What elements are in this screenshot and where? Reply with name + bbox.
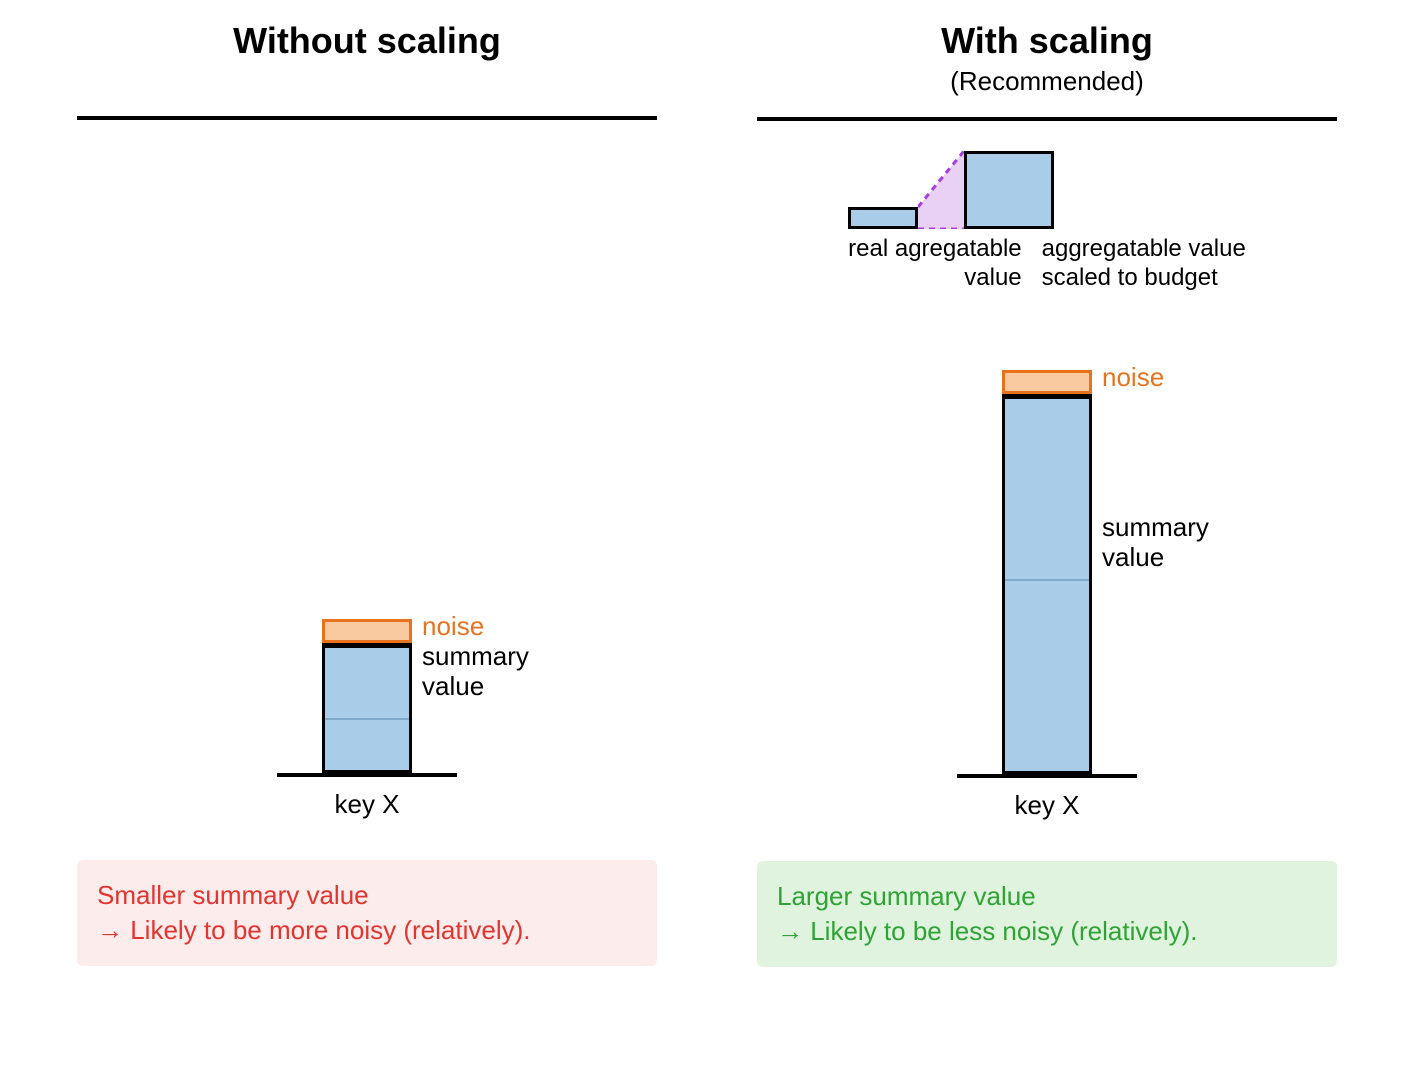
summary-divider-left — [325, 718, 409, 720]
legend-big-box — [964, 151, 1054, 229]
legend-label-right-line1: aggregatable value — [1042, 235, 1246, 262]
callout-left-line1: Smaller summary value — [97, 880, 369, 910]
legend-label-left-line1: real agregatable — [848, 235, 1021, 262]
side-labels-left: noise summary value — [422, 611, 529, 702]
legend-label-right: aggregatable value scaled to budget — [1042, 235, 1246, 293]
legend-trapezoid — [918, 151, 964, 229]
panel-without-scaling: Without scaling noise summary value — [77, 20, 657, 967]
legend-inner: real agregatable value aggregatable valu… — [848, 151, 1246, 293]
callout-right-line1: Larger summary value — [777, 881, 1036, 911]
baseline-left — [277, 773, 457, 777]
summary-box-left — [322, 643, 412, 773]
panel-with-scaling: With scaling (Recommended) real agregata… — [757, 20, 1337, 967]
noise-box-left — [322, 619, 412, 643]
panel-title-left: Without scaling — [233, 20, 501, 62]
bar-group-right: noise summary value key X — [957, 370, 1137, 821]
summary-divider-right — [1005, 579, 1089, 581]
summary-label-right: summary value — [1102, 513, 1209, 573]
noise-box-right — [1002, 370, 1092, 394]
key-label-left: key X — [334, 789, 399, 820]
summary-label-left: summary value — [422, 642, 529, 702]
legend-small-box — [848, 207, 918, 229]
legend-top: real agregatable value aggregatable valu… — [757, 151, 1337, 293]
noise-label-left: noise — [422, 611, 529, 642]
chart-area-right: real agregatable value aggregatable valu… — [757, 121, 1337, 821]
noise-label-right: noise — [1102, 362, 1209, 393]
panel-subtitle-right: (Recommended) — [950, 66, 1144, 97]
summary-label-left-line2: value — [422, 671, 484, 701]
panel-title-right: With scaling — [941, 20, 1153, 62]
baseline-right — [957, 774, 1137, 778]
summary-label-right-line2: value — [1102, 542, 1164, 572]
summary-label-right-line1: summary — [1102, 512, 1209, 542]
summary-box-right — [1002, 394, 1092, 774]
legend-boxes — [848, 151, 1246, 229]
legend-label-left-line2: value — [964, 264, 1021, 291]
bar-stack-right: noise summary value — [1002, 370, 1092, 774]
legend-label-right-line2: scaled to budget — [1042, 264, 1218, 291]
key-label-right: key X — [1014, 790, 1079, 821]
diagram-container: Without scaling noise summary value — [20, 20, 1394, 967]
side-labels-right: noise summary value — [1102, 362, 1209, 573]
chart-area-left: noise summary value key X — [77, 120, 657, 820]
legend-label-left: real agregatable value — [848, 235, 1021, 293]
callout-right: Larger summary value → Likely to be less… — [757, 861, 1337, 967]
bar-stack-left: noise summary value — [322, 619, 412, 773]
legend-labels: real agregatable value aggregatable valu… — [848, 235, 1246, 293]
callout-left: Smaller summary value → Likely to be mor… — [77, 860, 657, 966]
bar-group-left: noise summary value key X — [277, 619, 457, 820]
callout-left-line2: → Likely to be more noisy (relatively). — [97, 915, 530, 945]
callout-right-line2: → Likely to be less noisy (relatively). — [777, 916, 1197, 946]
summary-label-left-line1: summary — [422, 641, 529, 671]
